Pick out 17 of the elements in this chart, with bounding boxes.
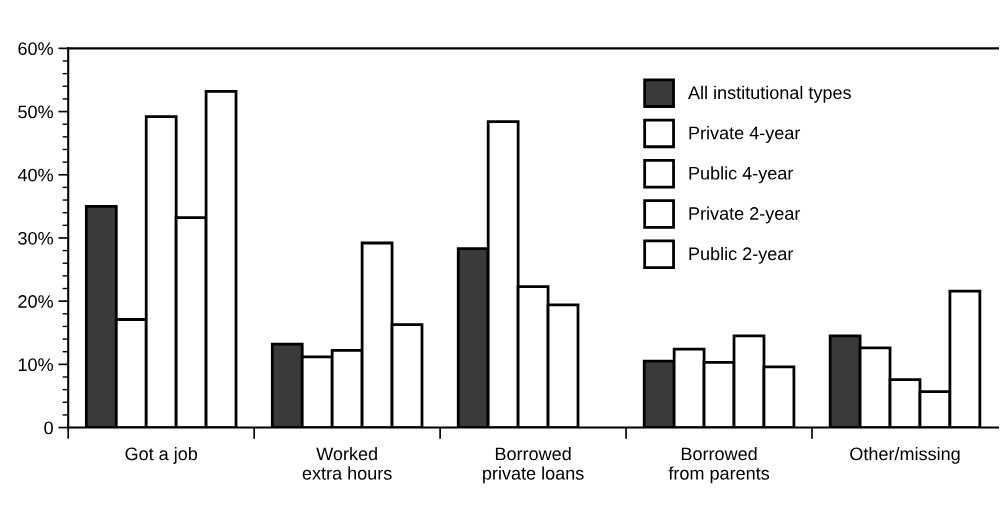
legend-label: Private 2-year — [689, 206, 801, 224]
legend-label: Public 2-year — [689, 246, 794, 264]
x-tick-label: Borrowed private loans — [483, 447, 584, 484]
x-tick-label: Worked extra hours — [302, 447, 392, 480]
x-tick-label: Borrowed from parents — [668, 447, 770, 484]
y-tick-label: 30% — [18, 231, 53, 245]
x-tick-label: Got a job — [125, 447, 198, 464]
legend-label: Private 4-year — [689, 126, 801, 143]
y-tick-label: 60% — [18, 42, 53, 56]
y-tick-label: 40% — [17, 168, 53, 182]
y-tick-label: 0 — [44, 421, 53, 435]
legend-label: All institutional types — [688, 85, 851, 103]
y-tick-label: 50% — [18, 105, 53, 119]
legend-label: Public 4-year — [689, 166, 794, 184]
y-tick-label: 10% — [18, 358, 53, 372]
y-tick-label: 20% — [18, 295, 53, 308]
x-tick-label: Other/missing — [850, 447, 960, 464]
